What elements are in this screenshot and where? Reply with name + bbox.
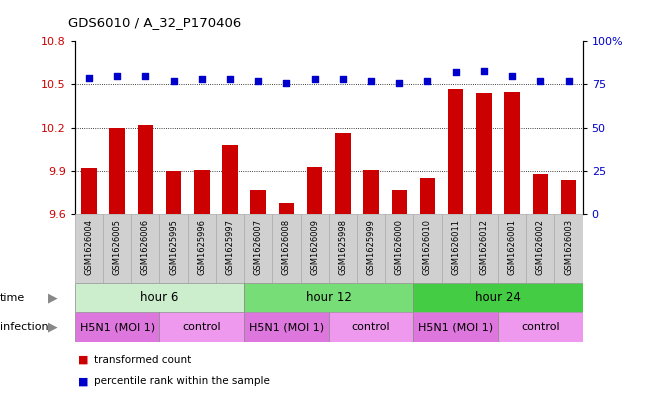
Bar (75, 214, 103, 283)
Bar (159, 312, 244, 342)
Text: GSM1626008: GSM1626008 (282, 219, 291, 275)
Bar (441, 214, 470, 283)
Bar (222, 145, 238, 214)
Text: GSM1625997: GSM1625997 (225, 219, 234, 275)
Text: hour 24: hour 24 (475, 291, 521, 304)
Bar (533, 174, 548, 214)
Text: GSM1626000: GSM1626000 (395, 219, 404, 275)
Bar (103, 214, 132, 283)
Text: GSM1625996: GSM1625996 (197, 219, 206, 275)
Bar (244, 214, 272, 283)
Bar (166, 171, 182, 214)
Bar (555, 214, 583, 283)
Bar (498, 312, 583, 342)
Point (281, 80, 292, 86)
Bar (498, 214, 526, 283)
Bar (385, 214, 413, 283)
Point (507, 73, 518, 79)
Text: ▶: ▶ (48, 321, 57, 334)
Point (422, 78, 433, 84)
Text: time: time (0, 293, 25, 303)
Point (450, 69, 461, 75)
Bar (75, 283, 244, 312)
Bar (357, 214, 385, 283)
Text: control: control (521, 322, 560, 332)
Bar (132, 214, 159, 283)
Bar (251, 190, 266, 214)
Text: percentile rank within the sample: percentile rank within the sample (94, 376, 270, 386)
Bar (307, 167, 322, 214)
Text: GSM1625995: GSM1625995 (169, 219, 178, 275)
Point (140, 73, 150, 79)
Bar (476, 93, 492, 214)
Bar (413, 283, 583, 312)
Bar (335, 134, 351, 214)
Bar (505, 92, 520, 214)
Text: hour 12: hour 12 (306, 291, 352, 304)
Point (563, 78, 574, 84)
Bar (216, 214, 244, 283)
Bar (137, 125, 153, 214)
Bar (329, 214, 357, 283)
Point (253, 78, 264, 84)
Text: GSM1626011: GSM1626011 (451, 219, 460, 275)
Bar (75, 312, 159, 342)
Point (225, 76, 235, 83)
Text: GSM1626002: GSM1626002 (536, 219, 545, 275)
Bar (244, 312, 329, 342)
Text: ▶: ▶ (48, 291, 57, 304)
Text: H5N1 (MOI 1): H5N1 (MOI 1) (249, 322, 324, 332)
Text: infection: infection (0, 322, 49, 332)
Bar (187, 214, 216, 283)
Bar (413, 312, 498, 342)
Text: transformed count: transformed count (94, 354, 191, 365)
Bar (413, 214, 441, 283)
Point (366, 78, 376, 84)
Text: H5N1 (MOI 1): H5N1 (MOI 1) (418, 322, 493, 332)
Text: control: control (352, 322, 391, 332)
Point (84, 74, 94, 81)
Text: GSM1626007: GSM1626007 (254, 219, 263, 275)
Text: GSM1626001: GSM1626001 (508, 219, 517, 275)
Bar (244, 283, 413, 312)
Text: GSM1626004: GSM1626004 (85, 219, 94, 275)
Text: H5N1 (MOI 1): H5N1 (MOI 1) (79, 322, 155, 332)
Point (338, 76, 348, 83)
Bar (159, 214, 187, 283)
Point (309, 76, 320, 83)
Text: GDS6010 / A_32_P170406: GDS6010 / A_32_P170406 (68, 17, 242, 29)
Point (478, 68, 489, 74)
Bar (81, 168, 97, 214)
Bar (194, 169, 210, 214)
Bar (561, 180, 576, 214)
Bar (420, 178, 436, 214)
Text: GSM1626006: GSM1626006 (141, 219, 150, 275)
Text: GSM1626010: GSM1626010 (423, 219, 432, 275)
Point (112, 73, 122, 79)
Bar (272, 214, 301, 283)
Point (394, 80, 404, 86)
Bar (329, 312, 413, 342)
Bar (279, 203, 294, 214)
Text: hour 6: hour 6 (141, 291, 178, 304)
Point (535, 78, 546, 84)
Bar (363, 169, 379, 214)
Bar (109, 128, 125, 214)
Text: ■: ■ (78, 376, 89, 386)
Bar (526, 214, 555, 283)
Bar (470, 214, 498, 283)
Text: GSM1626005: GSM1626005 (113, 219, 122, 275)
Text: GSM1626009: GSM1626009 (310, 219, 319, 275)
Point (169, 78, 179, 84)
Text: GSM1625999: GSM1625999 (367, 219, 376, 275)
Text: GSM1626003: GSM1626003 (564, 219, 573, 275)
Text: GSM1626012: GSM1626012 (479, 219, 488, 275)
Text: GSM1625998: GSM1625998 (339, 219, 348, 275)
Text: ■: ■ (78, 354, 89, 365)
Bar (448, 89, 464, 214)
Bar (391, 190, 407, 214)
Bar (301, 214, 329, 283)
Text: control: control (182, 322, 221, 332)
Point (197, 76, 207, 83)
